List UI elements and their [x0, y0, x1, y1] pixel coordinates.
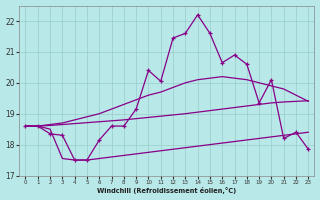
X-axis label: Windchill (Refroidissement éolien,°C): Windchill (Refroidissement éolien,°C) — [97, 187, 236, 194]
